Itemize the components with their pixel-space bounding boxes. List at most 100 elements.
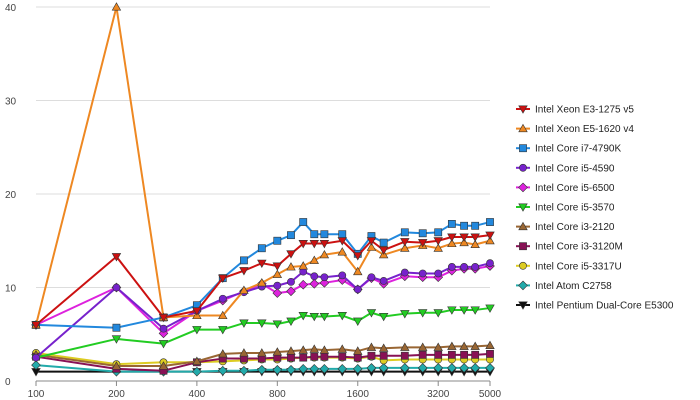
legend-item: Intel Core i5-3570	[516, 203, 615, 214]
data-point	[299, 353, 308, 362]
data-point	[378, 363, 389, 373]
legend-item: Intel Core i3-2120	[516, 221, 615, 233]
data-point	[460, 263, 469, 271]
legend-item: Intel Xeon E5-1620 v4	[516, 123, 634, 135]
legend-item: Intel Pentium Dual-Core E5300	[516, 301, 674, 312]
data-point	[447, 350, 456, 359]
data-point	[218, 274, 228, 283]
data-point	[434, 350, 443, 359]
legend-item: Intel Atom C2758	[516, 280, 612, 292]
data-point	[447, 233, 457, 242]
data-point	[309, 255, 319, 264]
data-point	[272, 262, 283, 271]
data-point	[286, 364, 296, 375]
x-tick-label: 3200	[427, 389, 450, 400]
data-point	[485, 235, 495, 245]
data-point	[459, 233, 469, 242]
data-point	[400, 268, 409, 277]
data-point	[353, 317, 363, 326]
data-point	[486, 349, 494, 358]
data-point	[298, 240, 308, 249]
data-point	[460, 221, 469, 230]
data-point	[217, 365, 228, 376]
data-point	[378, 312, 389, 322]
data-point	[192, 356, 202, 365]
data-point	[367, 351, 376, 360]
data-point	[32, 353, 40, 362]
data-point	[298, 279, 309, 290]
data-point	[366, 342, 377, 351]
data-point	[239, 319, 249, 328]
data-point	[433, 309, 443, 318]
data-point	[192, 366, 202, 377]
legend-swatch-marker	[519, 242, 527, 251]
legend-label: Intel Core i5-4590	[535, 163, 615, 174]
data-point	[366, 363, 377, 373]
legend: Intel Xeon E3-1275 v5 Intel Xeon E5-1620 …	[516, 105, 674, 312]
y-tick-label: 20	[5, 190, 17, 201]
data-point	[273, 281, 282, 290]
data-point	[400, 243, 410, 252]
data-point	[239, 365, 249, 376]
legend-item: Intel Core i7-4790K	[516, 144, 621, 155]
data-point	[353, 266, 363, 276]
legend-label: Intel Atom C2758	[535, 281, 612, 292]
data-point	[299, 218, 308, 226]
data-point	[459, 363, 469, 373]
data-point	[320, 273, 329, 282]
data-point	[337, 364, 348, 374]
data-point	[352, 364, 363, 374]
data-point	[399, 363, 410, 373]
data-point	[353, 285, 362, 294]
series-6	[31, 340, 495, 370]
data-point	[112, 283, 121, 292]
data-point	[272, 320, 283, 329]
data-point	[400, 310, 410, 319]
legend-swatch-marker	[519, 144, 527, 153]
data-point	[337, 312, 347, 321]
data-point	[309, 278, 320, 289]
data-point	[378, 343, 389, 352]
data-point	[218, 310, 228, 320]
data-point	[366, 309, 377, 318]
legend-label: Intel Core i3-2120	[535, 222, 615, 233]
data-point	[218, 349, 228, 358]
data-point	[319, 278, 330, 288]
data-point	[434, 228, 443, 237]
data-point	[320, 352, 329, 361]
data-point	[470, 306, 480, 315]
x-tick-label: 800	[269, 389, 286, 400]
data-point	[286, 286, 296, 297]
data-point	[470, 341, 480, 350]
legend-label: Intel Core i3-3120M	[535, 242, 623, 253]
data-point	[298, 364, 309, 374]
data-point	[471, 350, 480, 359]
data-point	[286, 250, 296, 259]
data-point	[286, 262, 296, 271]
legend-label: Intel Xeon E5-1620 v4	[535, 124, 634, 135]
data-point	[337, 344, 347, 353]
legend-swatch-marker	[518, 280, 528, 291]
legend-label: Intel Core i5-6500	[535, 183, 615, 194]
data-point	[159, 324, 168, 333]
data-point	[338, 230, 347, 239]
data-point	[366, 237, 377, 246]
data-point	[417, 239, 428, 248]
data-point	[320, 230, 329, 239]
data-point	[433, 342, 443, 351]
data-point	[272, 288, 283, 298]
data-point	[257, 244, 266, 253]
y-tick-label: 40	[5, 3, 17, 14]
data-point	[287, 231, 295, 240]
data-point	[459, 237, 469, 247]
data-point	[158, 340, 169, 349]
data-point	[417, 342, 428, 351]
data-point	[310, 272, 319, 281]
legend-label: Intel Xeon E3-1275 v5	[535, 105, 634, 116]
data-point	[485, 304, 495, 313]
data-point	[447, 263, 456, 271]
data-point	[273, 236, 282, 245]
data-point	[485, 231, 495, 240]
x-tick-label: 100	[28, 389, 45, 400]
